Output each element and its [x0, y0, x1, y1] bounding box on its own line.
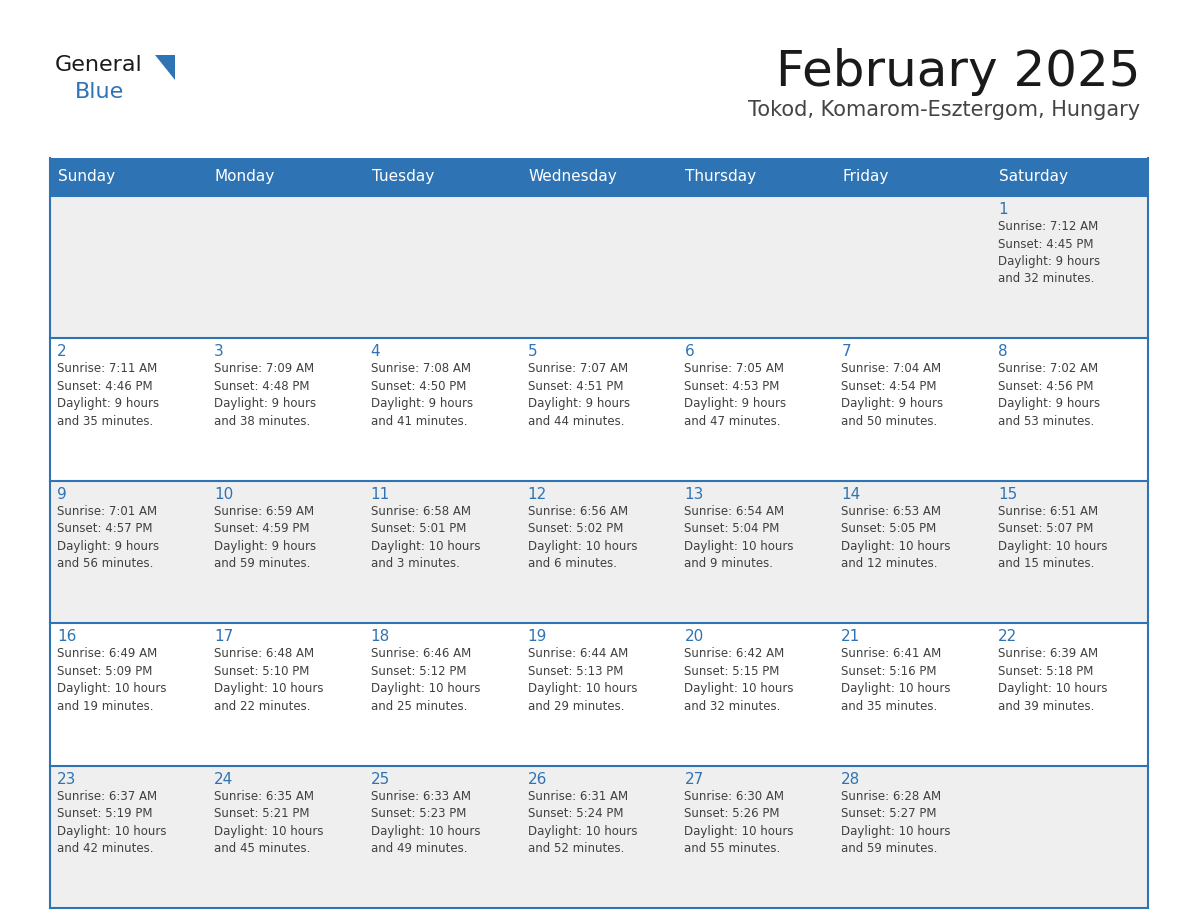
Text: Sunrise: 6:41 AM
Sunset: 5:16 PM
Daylight: 10 hours
and 35 minutes.: Sunrise: 6:41 AM Sunset: 5:16 PM Dayligh…: [841, 647, 950, 712]
Text: 12: 12: [527, 487, 546, 502]
Text: 28: 28: [841, 772, 860, 787]
Text: Sunrise: 6:42 AM
Sunset: 5:15 PM
Daylight: 10 hours
and 32 minutes.: Sunrise: 6:42 AM Sunset: 5:15 PM Dayligh…: [684, 647, 794, 712]
Text: Sunrise: 7:05 AM
Sunset: 4:53 PM
Daylight: 9 hours
and 47 minutes.: Sunrise: 7:05 AM Sunset: 4:53 PM Dayligh…: [684, 363, 786, 428]
Text: Sunrise: 7:07 AM
Sunset: 4:51 PM
Daylight: 9 hours
and 44 minutes.: Sunrise: 7:07 AM Sunset: 4:51 PM Dayligh…: [527, 363, 630, 428]
Text: Sunrise: 6:46 AM
Sunset: 5:12 PM
Daylight: 10 hours
and 25 minutes.: Sunrise: 6:46 AM Sunset: 5:12 PM Dayligh…: [371, 647, 480, 712]
Text: 14: 14: [841, 487, 860, 502]
Text: Sunrise: 6:39 AM
Sunset: 5:18 PM
Daylight: 10 hours
and 39 minutes.: Sunrise: 6:39 AM Sunset: 5:18 PM Dayligh…: [998, 647, 1107, 712]
Text: Saturday: Saturday: [999, 170, 1068, 185]
Bar: [207, 158, 364, 196]
Text: 1: 1: [998, 202, 1007, 217]
Text: 10: 10: [214, 487, 233, 502]
Text: Sunrise: 6:56 AM
Sunset: 5:02 PM
Daylight: 10 hours
and 6 minutes.: Sunrise: 6:56 AM Sunset: 5:02 PM Dayligh…: [527, 505, 637, 570]
Polygon shape: [154, 55, 175, 80]
Text: Sunrise: 6:33 AM
Sunset: 5:23 PM
Daylight: 10 hours
and 49 minutes.: Sunrise: 6:33 AM Sunset: 5:23 PM Dayligh…: [371, 789, 480, 855]
Text: Sunrise: 7:11 AM
Sunset: 4:46 PM
Daylight: 9 hours
and 35 minutes.: Sunrise: 7:11 AM Sunset: 4:46 PM Dayligh…: [57, 363, 159, 428]
Bar: [834, 158, 991, 196]
Bar: [50, 623, 1148, 766]
Text: 17: 17: [214, 629, 233, 644]
Text: 23: 23: [57, 772, 76, 787]
Text: Thursday: Thursday: [685, 170, 757, 185]
Text: Friday: Friday: [842, 170, 889, 185]
Text: Sunrise: 6:31 AM
Sunset: 5:24 PM
Daylight: 10 hours
and 52 minutes.: Sunrise: 6:31 AM Sunset: 5:24 PM Dayligh…: [527, 789, 637, 855]
Text: Wednesday: Wednesday: [529, 170, 618, 185]
Text: Sunrise: 6:59 AM
Sunset: 4:59 PM
Daylight: 9 hours
and 59 minutes.: Sunrise: 6:59 AM Sunset: 4:59 PM Dayligh…: [214, 505, 316, 570]
Text: 16: 16: [57, 629, 76, 644]
Text: Monday: Monday: [215, 170, 276, 185]
Text: Sunrise: 6:58 AM
Sunset: 5:01 PM
Daylight: 10 hours
and 3 minutes.: Sunrise: 6:58 AM Sunset: 5:01 PM Dayligh…: [371, 505, 480, 570]
Text: Sunrise: 6:49 AM
Sunset: 5:09 PM
Daylight: 10 hours
and 19 minutes.: Sunrise: 6:49 AM Sunset: 5:09 PM Dayligh…: [57, 647, 166, 712]
Text: Sunrise: 6:37 AM
Sunset: 5:19 PM
Daylight: 10 hours
and 42 minutes.: Sunrise: 6:37 AM Sunset: 5:19 PM Dayligh…: [57, 789, 166, 855]
Text: 3: 3: [214, 344, 223, 360]
Text: Sunrise: 6:51 AM
Sunset: 5:07 PM
Daylight: 10 hours
and 15 minutes.: Sunrise: 6:51 AM Sunset: 5:07 PM Dayligh…: [998, 505, 1107, 570]
Text: Sunrise: 7:02 AM
Sunset: 4:56 PM
Daylight: 9 hours
and 53 minutes.: Sunrise: 7:02 AM Sunset: 4:56 PM Dayligh…: [998, 363, 1100, 428]
Text: Sunrise: 6:35 AM
Sunset: 5:21 PM
Daylight: 10 hours
and 45 minutes.: Sunrise: 6:35 AM Sunset: 5:21 PM Dayligh…: [214, 789, 323, 855]
Text: 20: 20: [684, 629, 703, 644]
Text: 25: 25: [371, 772, 390, 787]
Text: 5: 5: [527, 344, 537, 360]
Text: Sunrise: 6:28 AM
Sunset: 5:27 PM
Daylight: 10 hours
and 59 minutes.: Sunrise: 6:28 AM Sunset: 5:27 PM Dayligh…: [841, 789, 950, 855]
Text: 22: 22: [998, 629, 1017, 644]
Text: 26: 26: [527, 772, 546, 787]
Bar: [677, 158, 834, 196]
Text: Sunrise: 6:53 AM
Sunset: 5:05 PM
Daylight: 10 hours
and 12 minutes.: Sunrise: 6:53 AM Sunset: 5:05 PM Dayligh…: [841, 505, 950, 570]
Text: General: General: [55, 55, 143, 75]
Text: 27: 27: [684, 772, 703, 787]
Text: Tokod, Komarom-Esztergom, Hungary: Tokod, Komarom-Esztergom, Hungary: [748, 100, 1140, 120]
Text: Sunrise: 7:08 AM
Sunset: 4:50 PM
Daylight: 9 hours
and 41 minutes.: Sunrise: 7:08 AM Sunset: 4:50 PM Dayligh…: [371, 363, 473, 428]
Bar: [520, 158, 677, 196]
Text: Blue: Blue: [75, 82, 125, 102]
Text: Sunrise: 7:09 AM
Sunset: 4:48 PM
Daylight: 9 hours
and 38 minutes.: Sunrise: 7:09 AM Sunset: 4:48 PM Dayligh…: [214, 363, 316, 428]
Text: Sunrise: 6:30 AM
Sunset: 5:26 PM
Daylight: 10 hours
and 55 minutes.: Sunrise: 6:30 AM Sunset: 5:26 PM Dayligh…: [684, 789, 794, 855]
Text: 24: 24: [214, 772, 233, 787]
Bar: [50, 158, 207, 196]
Text: Sunrise: 7:04 AM
Sunset: 4:54 PM
Daylight: 9 hours
and 50 minutes.: Sunrise: 7:04 AM Sunset: 4:54 PM Dayligh…: [841, 363, 943, 428]
Bar: [991, 158, 1148, 196]
Text: Sunrise: 6:48 AM
Sunset: 5:10 PM
Daylight: 10 hours
and 22 minutes.: Sunrise: 6:48 AM Sunset: 5:10 PM Dayligh…: [214, 647, 323, 712]
Text: 19: 19: [527, 629, 546, 644]
Text: Tuesday: Tuesday: [372, 170, 434, 185]
Bar: [364, 158, 520, 196]
Text: 6: 6: [684, 344, 694, 360]
Text: Sunrise: 6:44 AM
Sunset: 5:13 PM
Daylight: 10 hours
and 29 minutes.: Sunrise: 6:44 AM Sunset: 5:13 PM Dayligh…: [527, 647, 637, 712]
Text: 21: 21: [841, 629, 860, 644]
Bar: [50, 339, 1148, 481]
Bar: [50, 481, 1148, 623]
Text: Sunrise: 7:01 AM
Sunset: 4:57 PM
Daylight: 9 hours
and 56 minutes.: Sunrise: 7:01 AM Sunset: 4:57 PM Dayligh…: [57, 505, 159, 570]
Text: 11: 11: [371, 487, 390, 502]
Text: 9: 9: [57, 487, 67, 502]
Text: 7: 7: [841, 344, 851, 360]
Bar: [50, 766, 1148, 908]
Text: Sunrise: 6:54 AM
Sunset: 5:04 PM
Daylight: 10 hours
and 9 minutes.: Sunrise: 6:54 AM Sunset: 5:04 PM Dayligh…: [684, 505, 794, 570]
Text: Sunday: Sunday: [58, 170, 115, 185]
Text: 8: 8: [998, 344, 1007, 360]
Text: 13: 13: [684, 487, 703, 502]
Bar: [50, 196, 1148, 339]
Text: 15: 15: [998, 487, 1017, 502]
Text: 2: 2: [57, 344, 67, 360]
Text: 4: 4: [371, 344, 380, 360]
Text: Sunrise: 7:12 AM
Sunset: 4:45 PM
Daylight: 9 hours
and 32 minutes.: Sunrise: 7:12 AM Sunset: 4:45 PM Dayligh…: [998, 220, 1100, 285]
Text: February 2025: February 2025: [776, 48, 1140, 96]
Text: 18: 18: [371, 629, 390, 644]
